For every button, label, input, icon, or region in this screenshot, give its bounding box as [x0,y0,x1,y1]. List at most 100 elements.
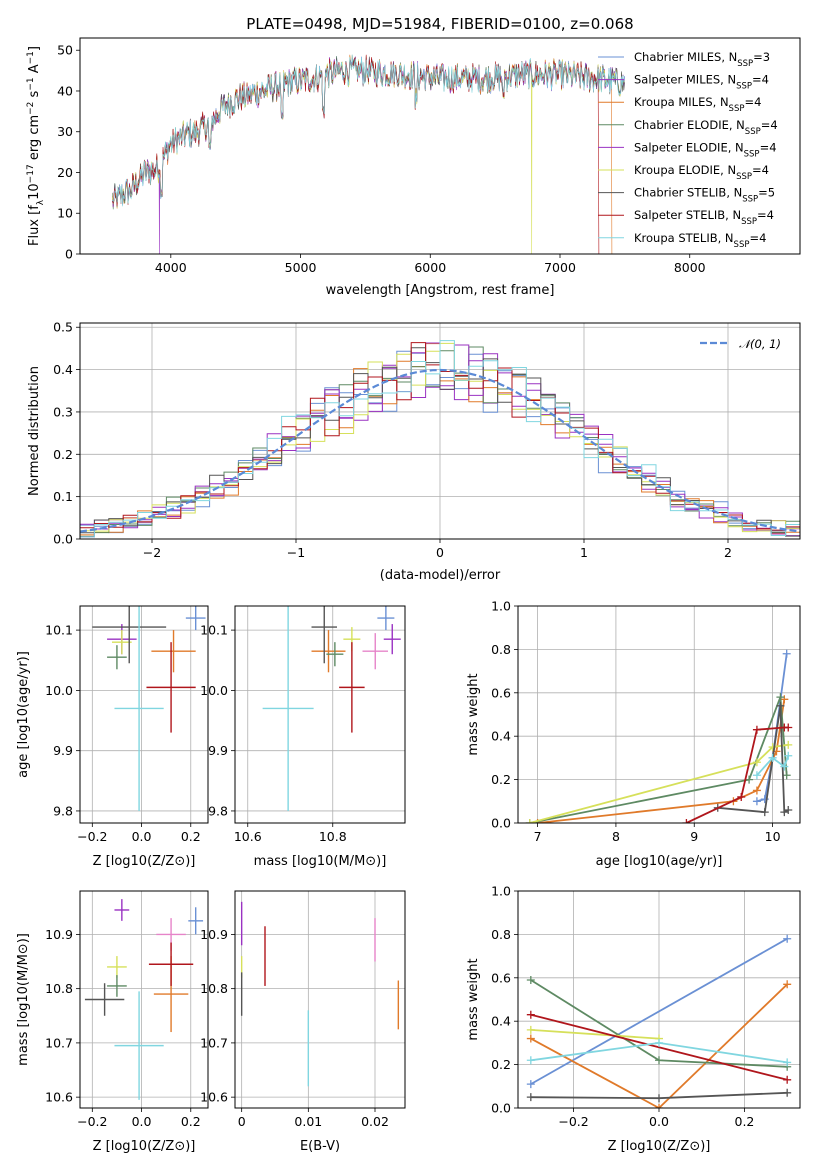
y-tick-label: 0.6 [491,970,511,985]
series-marker [783,1075,792,1084]
x-tick-label: −0.2 [77,1114,107,1129]
x-tick-label: 0.2 [181,829,201,844]
series-marker [776,693,785,702]
spectrum-xlabel: wavelength [Angstrom, rest frame] [326,283,555,298]
x-tick-label: 10.6 [234,829,262,844]
series-marker [780,762,789,771]
mass_vs_ebv-points [240,901,400,1087]
y-tick-label: 30 [57,124,73,139]
y-tick-label: 10.8 [45,981,73,996]
errorbar-point [114,991,164,1100]
x-tick-label: 0.0 [649,1114,669,1129]
series-marker [526,1034,535,1043]
residuals-ylabel: Normed distribution [27,366,42,496]
errorbar-point [326,642,344,667]
mass_weight_vs_Z-xlabel: Z [log10(Z/Z⊙)] [608,1139,711,1154]
series-line [686,726,789,823]
series-marker [784,740,793,749]
legend-label: Salpeter ELODIE, NSSP=4 [634,140,777,159]
x-tick-label: 0.2 [181,1114,201,1129]
x-tick-label: 0.0 [132,1114,152,1129]
x-tick-label: 6000 [414,260,446,275]
legend-label: Salpeter STELIB, NSSP=4 [634,208,774,227]
mass_vs_Z-points [84,899,204,1100]
mass_weight_vs_Z-ylabel: mass weight [466,958,481,1040]
y-tick-label: 0.0 [491,816,511,831]
y-tick-label: 0.1 [53,489,73,504]
series-marker [782,771,791,780]
series-marker [655,1104,663,1108]
spectrum-legend: Chabrier MILES, NSSP=3 Salpeter MILES, NS… [598,50,778,250]
mass_weight_vs_age-series [525,649,793,823]
x-tick-label: 7 [534,829,542,844]
series-marker [768,753,777,762]
y-tick-label: 10.9 [45,927,73,942]
errorbar-point [383,624,401,655]
series-line [529,744,789,823]
errorbar-point [188,907,204,935]
y-tick-label: 0.0 [491,1101,511,1116]
series-line [756,755,790,776]
series-marker [526,1080,535,1089]
series-marker [525,819,534,823]
x-tick-label: 8000 [674,260,706,275]
age_vs_mass-frame [234,605,406,824]
y-tick-label: 1.0 [491,884,511,899]
spectrum-line [112,54,613,254]
y-tick-label: 9.8 [208,803,228,818]
series-marker [655,1094,663,1103]
errorbar-point [92,606,167,664]
residuals-frame [79,322,801,540]
series-marker [783,934,792,943]
errorbar-point [377,606,395,631]
spectrum-ylabel: Flux [fλ10−17 erg cm−2 s−1 A−1] [26,46,46,246]
series-marker [784,805,793,814]
series-line [530,937,788,1085]
x-tick-label: 9 [690,829,698,844]
errorbar-point [151,630,196,673]
y-tick-label: 0.4 [491,1014,511,1029]
errorbar-point [146,642,196,733]
series-marker [526,1025,535,1034]
y-tick-label: 0.3 [53,404,73,419]
age_vs_Z-axes: −0.2 0.0 0.2 9.8 9.9 10.0 10.1 [45,606,208,844]
figure-title: PLATE=0498, MJD=51984, FIBERID=0100, z=0… [246,15,633,33]
y-tick-label: 9.8 [53,803,73,818]
series-line [537,699,786,823]
age_vs_Z-points [92,606,206,811]
mass_vs_ebv-xlabel: E(B-V) [300,1139,340,1154]
y-tick-label: 50 [57,43,73,58]
legend-label: Chabrier ELODIE, NSSP=4 [634,118,778,137]
errorbar-point [84,983,125,1016]
legend-label: 𝒩(0, 1) [739,337,781,351]
y-tick-label: 0.5 [53,320,73,335]
y-tick-label: 9.9 [53,743,73,758]
x-tick-label: 0.01 [294,1114,322,1129]
x-tick-label: 4000 [155,260,187,275]
series-marker [760,808,769,817]
series-marker [526,975,535,984]
series-marker [655,1056,663,1065]
series-marker [752,771,761,780]
residuals-axes: −2 −1 0 1 2 0.0 0.1 0.2 0.3 0.4 0.5 [53,320,800,560]
series-marker [776,701,785,710]
mass_weight_vs_age-frame [517,605,801,824]
x-tick-label: 0.0 [132,829,152,844]
series-marker [526,1093,535,1102]
x-tick-label: 5000 [285,260,317,275]
series-line [717,705,789,814]
errorbar-point [148,942,194,986]
y-tick-label: 10.6 [200,1090,228,1105]
series-marker [682,819,691,823]
x-tick-label: −1 [287,545,305,560]
y-tick-label: 0.2 [491,1057,511,1072]
series-marker [783,1088,792,1097]
spectrum-lines [112,54,625,254]
spectrum-frame [79,37,801,255]
x-tick-label: 10 [765,829,781,844]
x-tick-label: 8 [612,829,620,844]
series-marker [752,797,761,806]
y-tick-label: 0.4 [491,729,511,744]
errorbar-point [311,606,337,664]
mass_vs_Z-axes: −0.2 0.0 0.2 10.6 10.7 10.8 10.9 [45,891,208,1129]
